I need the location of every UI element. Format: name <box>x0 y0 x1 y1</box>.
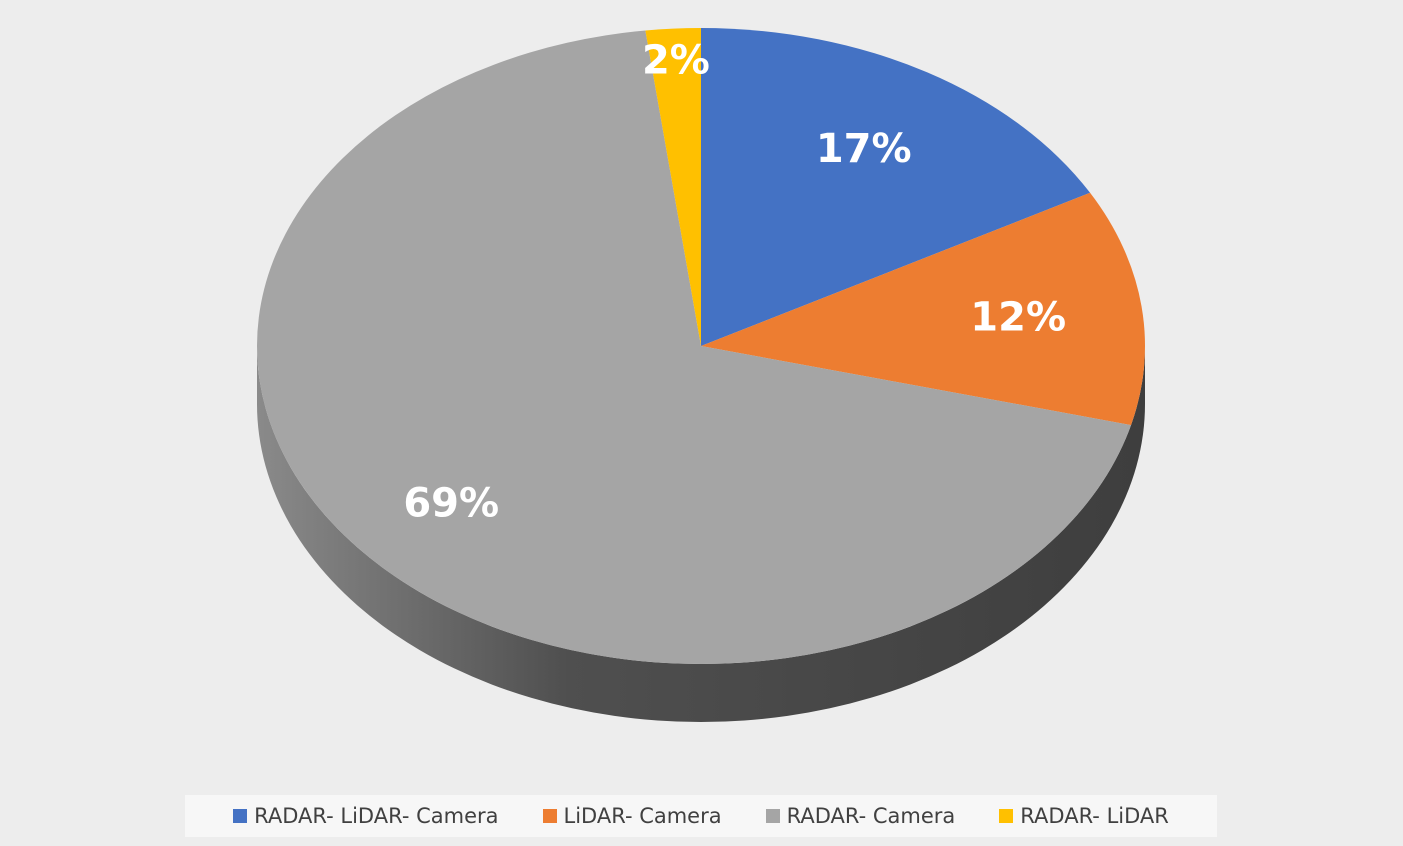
legend-item-radar-camera: RADAR- Camera <box>765 804 956 828</box>
pie-side-surface <box>257 346 1145 722</box>
legend-item-radar-lidar-camera: RADAR- LiDAR- Camera <box>233 804 499 828</box>
legend-label: RADAR- LiDAR <box>1020 804 1169 828</box>
slice-lidar-camera <box>701 192 1145 426</box>
slice-radar-lidar-camera <box>701 28 1091 346</box>
legend-item-lidar-camera: LiDAR- Camera <box>542 804 722 828</box>
slice-radar-camera <box>256 30 1132 665</box>
pie-side-wall <box>257 346 1145 722</box>
data-label-radar-camera: 69% <box>403 481 499 527</box>
data-label-radar-lidar: 2% <box>642 37 710 83</box>
legend: RADAR- LiDAR- Camera LiDAR- Camera RADAR… <box>185 795 1217 837</box>
pie-slices <box>256 28 1145 665</box>
legend-label: LiDAR- Camera <box>563 804 722 828</box>
legend-label: RADAR- Camera <box>786 804 956 828</box>
legend-swatch <box>542 809 557 823</box>
legend-label: RADAR- LiDAR- Camera <box>254 804 499 828</box>
pie-data-labels: 17% 12% 69% 2% <box>403 37 1066 526</box>
legend-swatch <box>233 809 248 823</box>
legend-swatch <box>765 809 780 823</box>
data-label-radar-lidar-camera: 17% <box>816 126 912 172</box>
data-label-lidar-camera: 12% <box>970 294 1066 340</box>
legend-swatch <box>999 809 1014 823</box>
legend-item-radar-lidar: RADAR- LiDAR <box>999 804 1169 828</box>
slice-radar-lidar <box>645 28 701 346</box>
